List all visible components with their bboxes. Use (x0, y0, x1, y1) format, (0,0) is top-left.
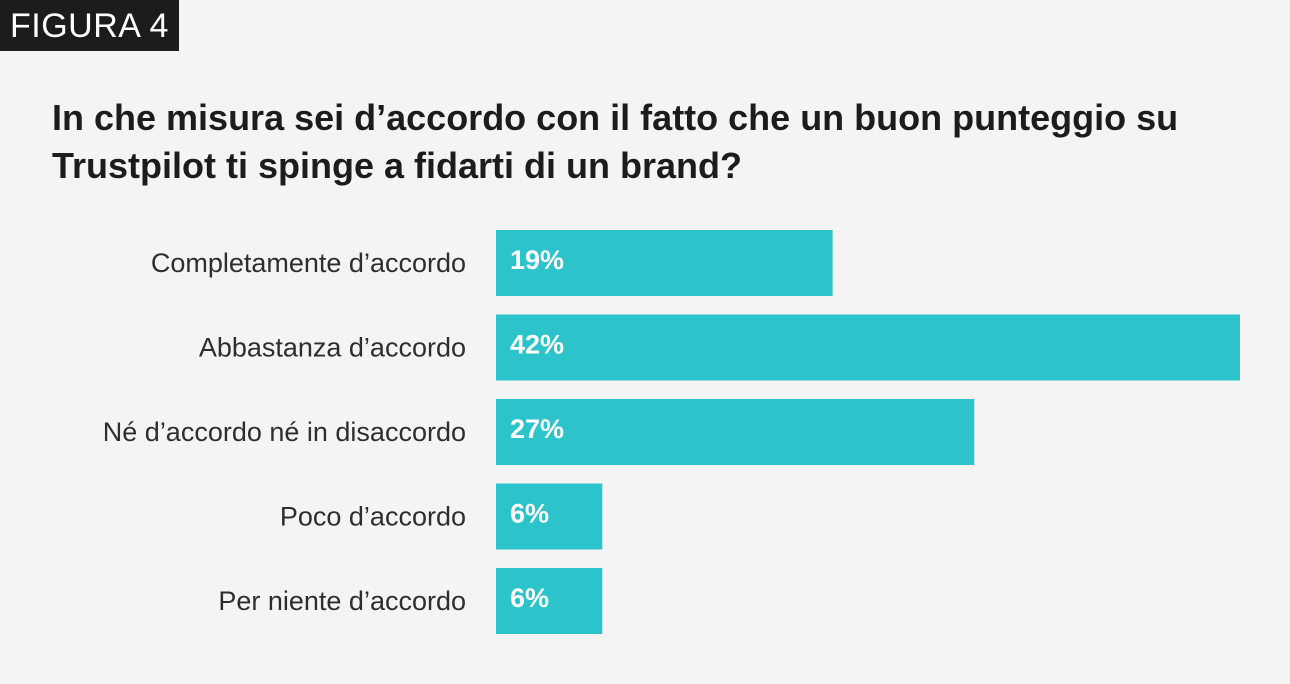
value-label: 6% (510, 499, 549, 529)
bar (496, 230, 833, 296)
value-label: 42% (510, 330, 564, 360)
category-label: Abbastanza d’accordo (199, 333, 466, 363)
bar (496, 314, 1240, 381)
chart-title: In che misura sei d’accordo con il fatto… (52, 97, 1179, 186)
category-label: Per niente d’accordo (218, 586, 466, 616)
value-label: 6% (510, 583, 549, 613)
category-label: Né d’accordo né in disaccordo (103, 417, 466, 447)
bar (496, 568, 603, 634)
bar (496, 483, 603, 550)
value-label: 19% (510, 245, 564, 275)
category-label: Poco d’accordo (280, 502, 466, 532)
figure-tag: FIGURA 4 (0, 0, 179, 51)
bar (496, 399, 975, 465)
value-label: 27% (510, 414, 564, 444)
category-label: Completamente d’accordo (151, 248, 466, 278)
